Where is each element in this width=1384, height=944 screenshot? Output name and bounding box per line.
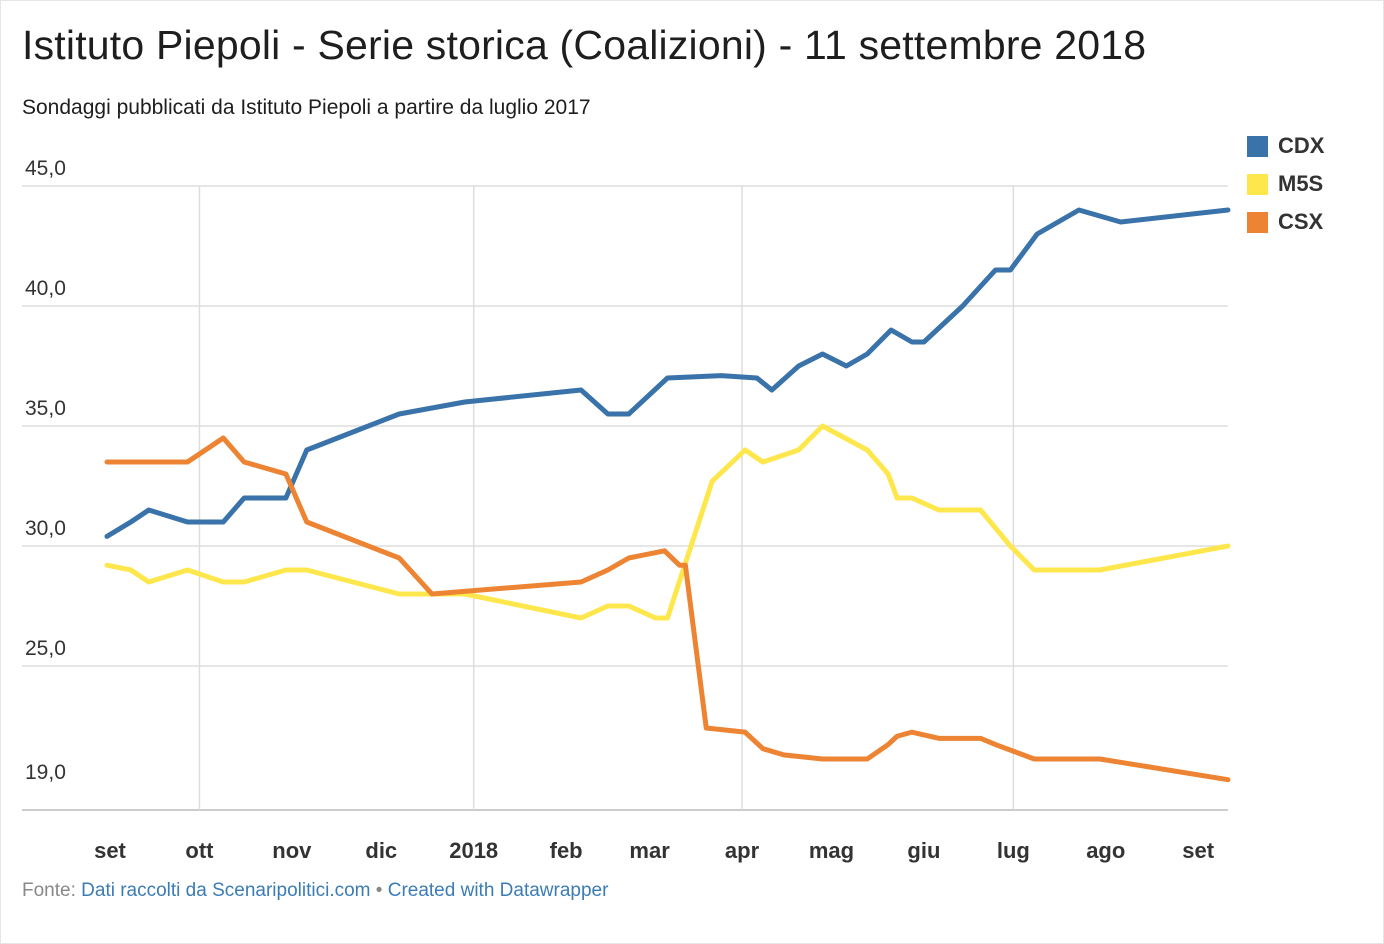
- series-line-m5s: [104, 423, 1231, 621]
- y-axis-ticks: 45,0 40,0 35,0 30,0 25,0 19,0: [25, 157, 66, 784]
- legend-swatch: [1247, 173, 1268, 195]
- x-tick-label: dic: [365, 838, 397, 863]
- legend: CDX M5S CSX: [1247, 127, 1324, 241]
- series-line-cdx: [104, 207, 1231, 539]
- footer: Fonte: Dati raccolti da Scenaripolitici.…: [22, 880, 608, 902]
- legend-label: CDX: [1278, 133, 1325, 158]
- x-tick-label: mar: [629, 838, 670, 863]
- x-tick-label: set: [94, 838, 126, 863]
- x-tick-label: mag: [809, 838, 854, 863]
- legend-item-csx: CSX: [1247, 203, 1324, 241]
- legend-swatch: [1247, 211, 1268, 233]
- y-tick-label: 45,0: [25, 157, 66, 180]
- chart-subtitle: Sondaggi pubblicati da Istituto Piepoli …: [22, 96, 591, 119]
- legend-item-cdx: CDX: [1247, 127, 1324, 165]
- x-tick-label: feb: [550, 838, 583, 863]
- legend-swatch: [1247, 135, 1268, 157]
- x-tick-label: ago: [1086, 838, 1125, 863]
- datawrapper-link[interactable]: Created with Datawrapper: [387, 880, 609, 901]
- x-tick-label: giu: [907, 838, 940, 863]
- y-tick-label: 40,0: [25, 277, 66, 300]
- x-axis-ticks: set ott nov dic 2018 feb mar apr mag giu lug ago set: [94, 838, 1215, 863]
- legend-item-m5s: M5S: [1247, 165, 1324, 203]
- y-tick-label: 35,0: [25, 397, 66, 420]
- footer-separator: •: [370, 880, 388, 901]
- x-tick-label: nov: [272, 838, 312, 863]
- chart-title: Istituto Piepoli - Serie storica (Coaliz…: [22, 22, 1147, 68]
- y-tick-label: 19,0: [25, 761, 66, 784]
- x-tick-label: ott: [185, 838, 214, 863]
- x-tick-label: set: [1182, 838, 1214, 863]
- legend-label: CSX: [1278, 209, 1324, 234]
- gridlines: [22, 185, 1228, 811]
- series-lines: [104, 207, 1231, 783]
- x-tick-label: lug: [997, 838, 1030, 863]
- y-tick-label: 30,0: [25, 517, 66, 540]
- source-link[interactable]: Dati raccolti da Scenaripolitici.com: [81, 880, 371, 901]
- y-tick-label: 25,0: [25, 637, 66, 660]
- series-line-csx: [104, 435, 1231, 783]
- footer-source-prefix: Fonte:: [22, 880, 82, 901]
- legend-label: M5S: [1278, 171, 1324, 196]
- x-tick-label: 2018: [449, 838, 498, 863]
- x-tick-label: apr: [725, 838, 760, 863]
